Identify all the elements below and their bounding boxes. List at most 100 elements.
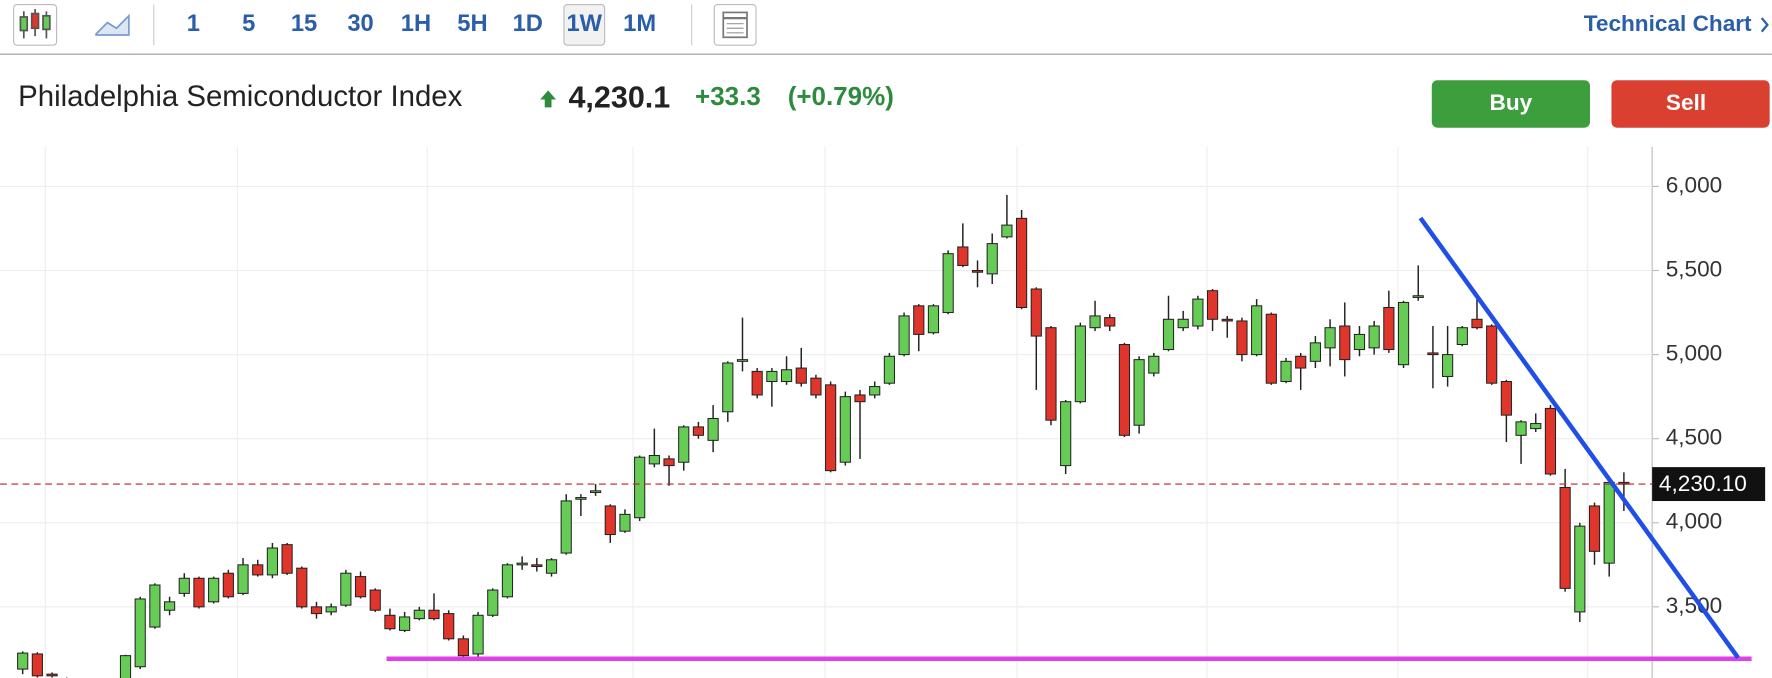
candle-body — [545, 559, 558, 574]
candle-body — [634, 456, 646, 519]
candle-body — [1544, 407, 1557, 475]
candle-body — [1221, 318, 1233, 322]
interval-button[interactable]: 15 — [291, 11, 317, 37]
candle-body — [589, 490, 602, 494]
interval-buttons: 1 5 15 30 1H 5H 1D 1W 1M — [187, 3, 656, 46]
candle-body — [883, 355, 895, 384]
candle-body — [1148, 355, 1160, 374]
candle-body — [1324, 327, 1336, 349]
candle-body — [1177, 318, 1189, 329]
candle-body — [237, 564, 249, 594]
candle-body — [1030, 288, 1042, 337]
interval-button[interactable]: 30 — [347, 11, 373, 37]
candle-body — [399, 616, 411, 631]
candle-body — [472, 614, 484, 655]
candle-body — [575, 497, 587, 500]
last-price-label: 4,230.10 — [1659, 471, 1747, 496]
candle-body — [1236, 320, 1248, 356]
candle-body — [1133, 359, 1145, 426]
candle-body — [1192, 298, 1204, 327]
candle-body — [751, 370, 763, 396]
toolbar: 1 5 15 30 1H 5H 1D 1W 1M Technical Chart — [0, 3, 1772, 55]
candle-body — [1618, 481, 1630, 485]
candle-body — [825, 384, 837, 472]
candle-body — [1397, 301, 1410, 366]
buy-label: Buy — [1490, 90, 1533, 115]
interval-button[interactable]: 5 — [242, 11, 255, 37]
candle-body — [780, 369, 793, 383]
candle-body — [31, 653, 43, 677]
candle-body — [178, 577, 190, 594]
candle-body — [722, 362, 734, 413]
y-tick-label: 6,000 — [1666, 172, 1723, 197]
candle-body — [1559, 486, 1571, 589]
sell-button[interactable]: Sell — [1611, 80, 1770, 128]
instrument-name: Philadelphia Semiconductor Index — [18, 80, 462, 113]
candle-body — [560, 500, 572, 554]
candle-body — [869, 386, 881, 396]
candle-body — [325, 606, 337, 613]
candle-body — [487, 589, 499, 616]
line-type-button[interactable] — [95, 13, 130, 36]
candle-body — [957, 246, 969, 266]
interval-button[interactable]: 1D — [513, 11, 543, 37]
candle-body — [1339, 325, 1351, 361]
trend-line[interactable] — [1418, 216, 1740, 659]
candle-body — [1383, 306, 1395, 351]
candle-body — [1265, 313, 1277, 384]
candle-body — [1118, 343, 1131, 436]
candle-body — [457, 638, 469, 657]
candle-body — [986, 243, 998, 275]
candle-body — [1089, 315, 1101, 329]
candle-body — [1500, 380, 1512, 416]
candle-body — [927, 305, 940, 334]
candle-body — [384, 614, 396, 630]
candles — [17, 194, 1630, 678]
candle-body — [17, 652, 29, 670]
interval-button[interactable]: 1W — [567, 11, 603, 37]
interval-button[interactable]: 5H — [457, 11, 487, 37]
candle-body — [163, 601, 176, 611]
candle-body — [369, 589, 381, 611]
candle-body — [1074, 325, 1086, 403]
candle-body — [428, 609, 440, 620]
layout-button[interactable] — [713, 3, 757, 46]
candle-body — [1471, 318, 1483, 329]
candle-body — [648, 454, 660, 465]
candle-body — [1442, 354, 1454, 377]
candle-body — [854, 394, 866, 403]
candle-body — [516, 562, 528, 566]
candle-body — [1368, 325, 1380, 349]
candle-body — [1530, 423, 1542, 430]
candle-body — [1104, 317, 1116, 327]
buy-button[interactable]: Buy — [1431, 80, 1590, 128]
candle-body — [898, 315, 910, 356]
candle-body — [1353, 333, 1366, 351]
candle-body — [501, 564, 514, 598]
interval-button[interactable]: 1M — [623, 11, 656, 37]
technical-chart-link[interactable]: Technical Chart — [1584, 11, 1752, 36]
candle-body — [1515, 421, 1527, 436]
interval-button[interactable]: 1 — [187, 11, 200, 37]
y-tick-label: 4,500 — [1666, 425, 1723, 450]
candle-body — [1016, 217, 1028, 309]
candle-body — [531, 564, 543, 568]
interval-button[interactable]: 1H — [401, 11, 431, 37]
up-arrow — [540, 90, 557, 108]
candle-body — [971, 270, 984, 273]
last-price-tag — [1652, 467, 1766, 502]
candle-body — [222, 572, 234, 598]
candle-body — [736, 359, 749, 362]
y-tick-label: 5,000 — [1666, 341, 1723, 366]
candle-body — [604, 505, 616, 536]
sell-label: Sell — [1666, 90, 1706, 115]
header: Philadelphia Semiconductor Index 4,230.1… — [18, 80, 1770, 128]
candle-body — [119, 655, 132, 678]
candle-body — [1001, 224, 1013, 238]
candle-body — [1486, 325, 1498, 384]
candle-body — [1162, 318, 1175, 351]
candle-body — [1427, 352, 1439, 356]
candle-body — [619, 513, 631, 532]
time-grid — [44, 146, 1589, 678]
